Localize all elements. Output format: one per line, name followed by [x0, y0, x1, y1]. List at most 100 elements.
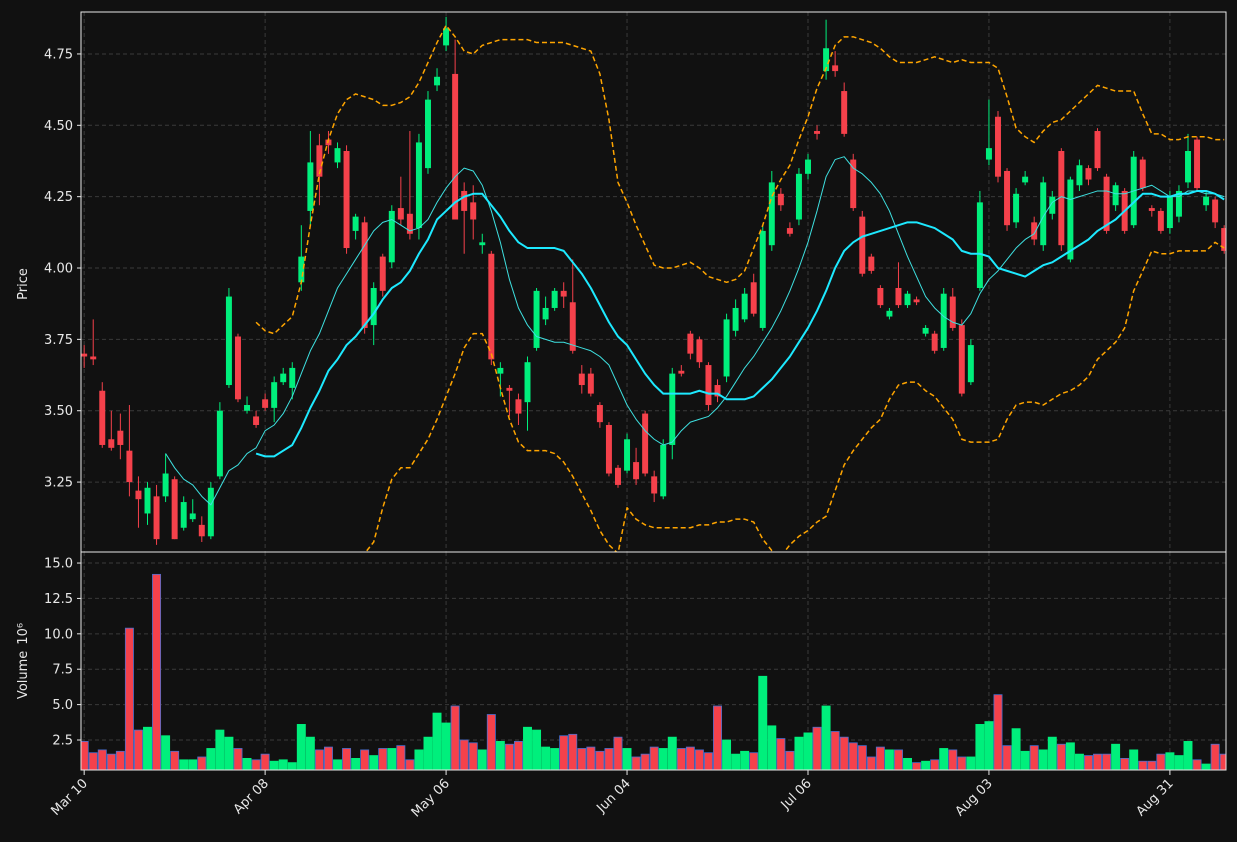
volume-bar [468, 742, 478, 770]
y-axis-title-group: Volume 10⁶ [16, 623, 31, 699]
candle-body [922, 327, 929, 334]
candle-body [1103, 176, 1110, 231]
candle-body [1157, 210, 1164, 231]
volume-bar [821, 705, 831, 770]
candle-body [388, 210, 395, 263]
candle-body [497, 367, 504, 374]
y-tick-label: 4.00 [44, 262, 73, 277]
volume-bar [1056, 743, 1066, 770]
candle-body [126, 450, 133, 483]
volume-bar [133, 729, 143, 770]
candle-body [1148, 208, 1155, 211]
candle-body [280, 373, 287, 383]
volume-bar [866, 756, 876, 770]
volume-bar [794, 736, 804, 770]
candle-body [841, 91, 848, 134]
volume-bar [984, 721, 994, 770]
grid-layer [81, 12, 1226, 770]
volume-bar [342, 748, 352, 770]
candle-body [850, 159, 857, 209]
volume-bar [830, 731, 840, 770]
volume-bar [731, 753, 741, 770]
volume-bar [215, 729, 225, 770]
volume-bar [378, 748, 388, 770]
candle-body [669, 373, 676, 445]
volume-bar [930, 759, 940, 770]
candle-body [424, 99, 431, 169]
candle-body [316, 145, 323, 177]
candle-body [895, 287, 902, 306]
candle-body [723, 319, 730, 377]
candle-body [1185, 150, 1191, 183]
volume-bar [278, 759, 288, 770]
volume-bar [1183, 741, 1193, 770]
volume-bar [1138, 760, 1148, 770]
volume-bar [477, 749, 487, 770]
volume-bar [1156, 753, 1166, 770]
candle-body [1112, 185, 1119, 206]
volume-bar [242, 757, 252, 770]
volume-bar [541, 746, 551, 770]
candle-body [506, 387, 513, 391]
candle-body [1212, 199, 1219, 223]
volume-bar [1111, 743, 1121, 770]
candle-body [415, 142, 422, 229]
candle-body [271, 382, 278, 408]
candle-body [633, 462, 640, 480]
candle-body [461, 190, 468, 211]
candle-body [696, 339, 703, 363]
volume-bar [1210, 743, 1220, 770]
candle-body [234, 336, 241, 400]
volume-bar [631, 756, 641, 770]
volume-bar [758, 675, 768, 770]
volume-bar [432, 712, 442, 770]
volume-bar [568, 733, 578, 770]
candle-body [488, 253, 495, 360]
volume-bar [179, 759, 189, 770]
candle-body [479, 242, 486, 246]
candle-body [298, 256, 305, 283]
candle-body [1194, 139, 1201, 189]
volume-bar [1147, 760, 1157, 770]
y-tick-label: 12.5 [44, 592, 73, 607]
volume-bar [649, 746, 659, 770]
volume-bar [323, 746, 333, 770]
volume-bar [251, 759, 261, 770]
y-tick-label: 3.25 [44, 476, 73, 491]
volume-bar [658, 748, 668, 770]
volume-bar [1020, 750, 1030, 770]
volume-bar [613, 736, 623, 770]
volume-bar [640, 753, 650, 770]
candle-body [343, 150, 350, 249]
volume-bar [875, 746, 885, 770]
candle-body [958, 325, 965, 394]
candle-body [714, 385, 721, 397]
volume-bar [1011, 728, 1021, 770]
candle-body [1067, 179, 1074, 260]
volume-bar [1201, 763, 1211, 770]
candle-body [244, 405, 251, 411]
candle-body [967, 345, 974, 383]
volume-bar [812, 726, 822, 770]
volume-bar [839, 736, 849, 770]
candle-body [434, 76, 441, 86]
candle-body [768, 182, 775, 246]
candle-body [605, 424, 612, 474]
candle-body [307, 162, 314, 211]
volume-bar [1129, 749, 1139, 770]
volume-bar [767, 725, 777, 770]
volume-bar [81, 741, 89, 770]
candle-body [587, 373, 594, 394]
candle-body [406, 213, 413, 234]
volume-bar [1074, 753, 1084, 770]
candle-body [886, 310, 893, 317]
candle-body [624, 439, 631, 471]
volume-bar [369, 755, 379, 770]
volume-bar [903, 757, 912, 770]
volume-bar [495, 741, 505, 770]
y-tick-label: 7.5 [52, 663, 73, 678]
volume-bar [848, 742, 858, 770]
volume-bar [559, 735, 569, 770]
candle-body [642, 413, 649, 474]
